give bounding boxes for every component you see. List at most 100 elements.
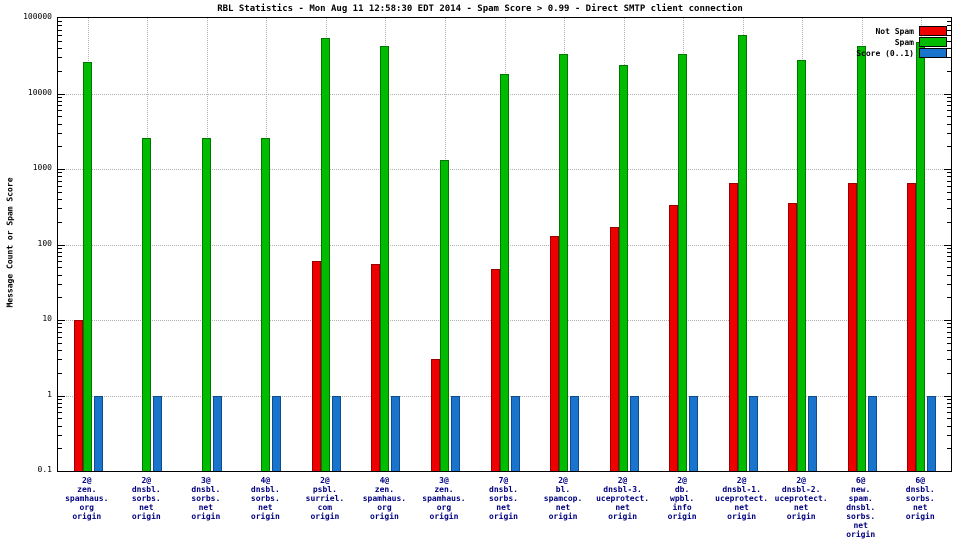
bar-score-0-1- [391, 395, 401, 471]
legend-label: Spam [894, 37, 914, 47]
bar-not-spam [669, 205, 679, 471]
major-tick [944, 244, 951, 246]
bar-not-spam [550, 235, 560, 471]
minor-tick [947, 208, 951, 210]
bar-spam [439, 160, 449, 471]
bar-score-0-1- [629, 395, 639, 471]
minor-tick [58, 176, 62, 178]
minor-tick [947, 57, 951, 59]
minor-tick [947, 274, 951, 276]
legend-label: Not Spam [875, 26, 914, 36]
bar-spam [499, 74, 509, 471]
bar-score-0-1- [570, 395, 580, 471]
minor-tick [947, 434, 951, 436]
minor-tick [947, 331, 951, 333]
minor-tick [58, 208, 62, 210]
bar-score-0-1- [212, 395, 222, 471]
y-tick-label: 1000 [32, 163, 52, 172]
y-tick-label: 10 [42, 314, 52, 323]
minor-tick [58, 21, 62, 23]
bar-spam [916, 42, 926, 471]
minor-tick [58, 247, 62, 249]
minor-tick [58, 116, 62, 118]
x-tick-label: 6@ dnsbl. sorbs. net origin [905, 476, 935, 521]
minor-tick [947, 40, 951, 42]
minor-tick [58, 70, 62, 72]
minor-tick [58, 448, 62, 450]
bar-spam [142, 137, 152, 471]
x-tick-label: 3@ dnsbl. sorbs. net origin [191, 476, 221, 521]
major-tick [58, 395, 65, 397]
bar-not-spam [311, 261, 321, 471]
x-tick-label: 2@ dnsbl-3. uceprotect. net origin [596, 476, 650, 521]
bar-spam [678, 54, 688, 471]
minor-tick [947, 132, 951, 134]
minor-tick [947, 425, 951, 427]
minor-tick [58, 256, 62, 258]
minor-tick [58, 425, 62, 427]
bar-score-0-1- [808, 395, 818, 471]
bar-spam [261, 137, 271, 471]
minor-tick [58, 359, 62, 361]
y-tick-label: 0.1 [37, 465, 52, 474]
minor-tick [58, 350, 62, 352]
bar-spam [201, 137, 211, 471]
minor-tick [58, 48, 62, 50]
minor-tick [58, 191, 62, 193]
minor-tick [58, 221, 62, 223]
minor-tick [947, 261, 951, 263]
legend-swatch [919, 26, 947, 36]
minor-tick [947, 48, 951, 50]
legend-label: Score (0..1) [856, 48, 914, 58]
chart-title: RBL Statistics - Mon Aug 11 12:58:30 EDT… [217, 4, 743, 14]
bar-not-spam [907, 182, 917, 471]
minor-tick [947, 247, 951, 249]
bar-not-spam [490, 268, 500, 471]
minor-tick [947, 398, 951, 400]
minor-tick [947, 267, 951, 269]
major-tick [58, 320, 65, 321]
x-tick-label: 2@ dnsbl. sorbs. net origin [131, 476, 161, 521]
minor-tick [947, 100, 951, 102]
minor-tick [947, 448, 951, 450]
minor-tick [58, 274, 62, 276]
minor-tick [947, 359, 951, 361]
minor-tick [58, 199, 62, 201]
minor-tick [58, 251, 62, 253]
minor-tick [58, 172, 62, 174]
minor-tick [58, 323, 62, 325]
x-tick-label: 2@ dnsbl-1. uceprotect. net origin [715, 476, 769, 521]
minor-tick [947, 116, 951, 118]
minor-tick [58, 185, 62, 187]
minor-tick [947, 350, 951, 352]
major-tick [944, 320, 951, 321]
minor-tick [947, 146, 951, 148]
minor-tick [58, 336, 62, 338]
minor-tick [947, 70, 951, 72]
minor-tick [947, 327, 951, 329]
major-tick [944, 395, 951, 397]
y-tick-label: 100000 [23, 12, 52, 21]
minor-tick [947, 221, 951, 223]
minor-tick [947, 297, 951, 299]
x-tick-label: 2@ dnsbl-2. uceprotect. net origin [774, 476, 828, 521]
legend: Not Spam Spam Score (0..1) [856, 26, 947, 58]
bar-spam [737, 34, 747, 471]
minor-tick [58, 123, 62, 125]
minor-tick [947, 256, 951, 258]
minor-tick [58, 146, 62, 148]
bar-spam [618, 64, 628, 471]
minor-tick [947, 34, 951, 36]
major-tick [58, 93, 65, 95]
bar-not-spam [73, 320, 83, 471]
x-tick-label: 3@ zen. spamhaus. org origin [422, 476, 466, 521]
minor-tick [947, 191, 951, 193]
minor-tick [947, 372, 951, 374]
y-tick-label: 1 [47, 389, 52, 399]
minor-tick [58, 342, 62, 344]
minor-tick [58, 105, 62, 107]
major-tick [944, 93, 951, 95]
x-tick-label: 6@ new. spam. dnsbl. sorbs. net origin [846, 476, 876, 539]
bar-spam [797, 59, 807, 471]
